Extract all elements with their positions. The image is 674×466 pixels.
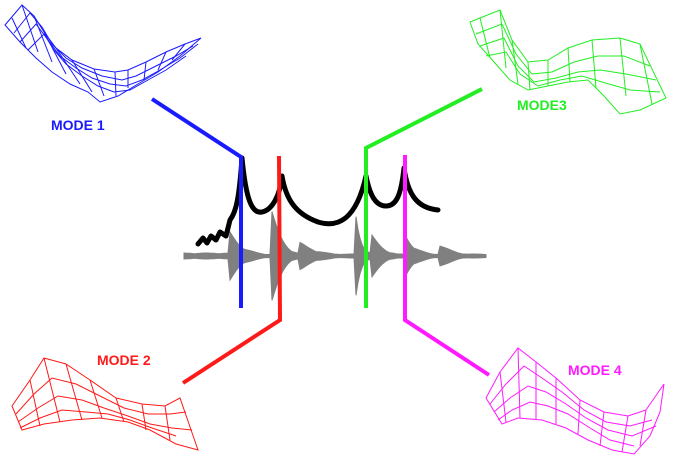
mode-1-label: MODE 1	[51, 117, 105, 133]
mode-3-label: MODE3	[517, 97, 567, 113]
mode-2-connector	[181, 155, 283, 385]
mode-4-label: MODE 4	[568, 362, 622, 378]
mode-1-shape-mesh	[4, 4, 202, 103]
mode-3-connector	[364, 87, 483, 308]
mode-4-shape-mesh	[485, 347, 665, 455]
mode-4-group: MODE 4	[403, 155, 665, 455]
mode-3-group: MODE3	[364, 9, 667, 308]
vibration-waveform	[183, 211, 487, 301]
mode-2-label: MODE 2	[97, 352, 151, 368]
mode-3-shape-mesh	[469, 9, 667, 115]
mode-4-connector	[403, 155, 491, 377]
mode-2-shape-mesh	[11, 357, 199, 451]
mode-1-connector	[150, 97, 243, 308]
mode-1-group: MODE 1	[4, 4, 243, 308]
frequency-response-curve	[195, 155, 441, 247]
mode-2-group: MODE 2	[11, 155, 283, 451]
